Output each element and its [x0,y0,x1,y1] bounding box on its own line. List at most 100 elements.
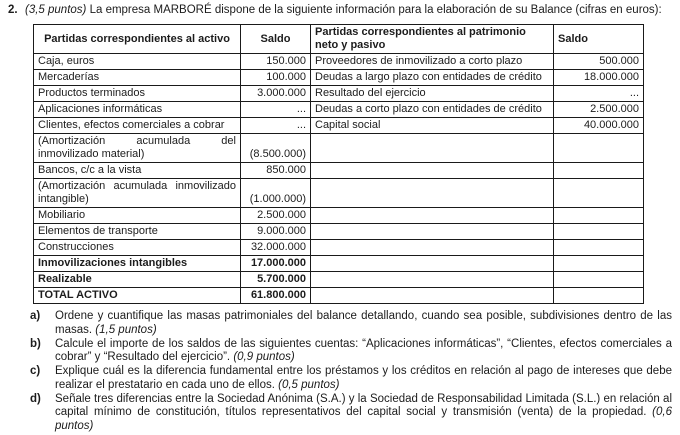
sub-question-a: a) Ordene y cuantifique las masas patrim… [0,310,672,337]
saldo-activo-cell: 9.000.000 [240,223,311,241]
sub-question-label: c) [30,365,41,378]
question-number: 2. [8,4,18,16]
table-row: Clientes, efectos comerciales a cobrar .… [33,117,644,135]
sub-question-b: b) Calcule el importe de los saldos de l… [0,338,672,365]
sub-question-c: c) Explique cuál es la diferencia fundam… [0,365,672,392]
table-row: Aplicaciones informáticas ... Deudas a c… [33,101,644,119]
table-row: Construcciones 32.000.000 [33,239,644,257]
sub-question-body: Ordene y cuantifique las masas patrimoni… [55,310,672,336]
activo-cell: Caja, euros [33,53,241,71]
table-row: (Amortización acumulada inmovilizado int… [33,178,644,209]
sub-question-points: (0,5 puntos) [278,378,340,391]
activo-cell: Construcciones [33,239,241,257]
pasivo-cell [310,162,554,180]
saldo-activo-cell: 5.700.000 [240,271,311,289]
activo-cell: (Amortización acumulada del inmovilizado… [33,133,241,164]
sub-question-body: Señale tres diferencias entre la Socieda… [55,392,672,419]
saldo-activo-cell: (8.500.000) [240,133,311,164]
saldo-pasivo-cell: 18.000.000 [553,69,644,87]
pasivo-cell: Deudas a corto plazo con entidades de cr… [310,101,554,119]
pasivo-cell [310,239,554,257]
pasivo-cell [310,207,554,225]
pasivo-cell [310,223,554,241]
question-intro: (3,5 puntos) La empresa MARBORÉ dispone … [25,4,664,17]
activo-cell: Inmovilizaciones intangibles [33,255,241,273]
sub-question-label: a) [30,310,41,323]
pasivo-cell: Deudas a largo plazo con entidades de cr… [310,69,554,87]
saldo-activo-cell: 150.000 [240,53,311,71]
activo-cell: Bancos, c/c a la vista [33,162,241,180]
table-row: Caja, euros 150.000 Proveedores de inmov… [33,53,644,71]
question-points: (3,5 puntos) [25,4,87,16]
pasivo-cell: Capital social [310,117,554,135]
saldo-activo-cell: 100.000 [240,69,311,87]
pasivo-cell [310,255,554,273]
saldo-pasivo-cell [553,287,644,305]
saldo-pasivo-cell: 500.000 [553,53,644,71]
header-activo: Partidas correspondientes al activo [33,24,241,55]
sub-question-label: b) [30,337,41,350]
saldo-activo-cell: 32.000.000 [240,239,311,257]
activo-cell: TOTAL ACTIVO [33,287,241,305]
saldo-activo-cell: ... [240,117,311,135]
saldo-pasivo-cell [553,178,644,209]
saldo-pasivo-cell: 2.500.000 [553,101,644,119]
saldo-activo-cell: ... [240,101,311,119]
saldo-pasivo-cell [553,223,644,241]
activo-cell: Realizable [33,271,241,289]
saldo-pasivo-cell [553,133,644,164]
sub-questions: a) Ordene y cuantifique las masas patrim… [0,310,680,433]
table-row-total: TOTAL ACTIVO 61.800.000 [33,287,644,305]
activo-cell: (Amortización acumulada inmovilizado int… [33,178,241,209]
table-row: Bancos, c/c a la vista 850.000 [33,162,644,180]
activo-cell: Aplicaciones informáticas [33,101,241,119]
saldo-activo-cell: 2.500.000 [240,207,311,225]
sub-question-body: Explique cuál es la diferencia fundament… [55,365,672,391]
sub-question-points: (0,6 puntos) [55,406,672,432]
saldo-activo-cell: 3.000.000 [240,85,311,103]
saldo-activo-cell: (1.000.000) [240,178,311,209]
activo-cell: Mobiliario [33,207,241,225]
table-header-row: Partidas correspondientes al activo Sald… [33,24,644,55]
balance-table: Partidas correspondientes al activo Sald… [33,24,644,305]
saldo-pasivo-cell [553,239,644,257]
question-intro-text: La empresa MARBORÉ dispone de la siguien… [89,4,662,16]
activo-cell: Mercaderías [33,69,241,87]
saldo-activo-cell: 17.000.000 [240,255,311,273]
table-row: (Amortización acumulada del inmovilizado… [33,133,644,164]
saldo-pasivo-cell: ... [553,85,644,103]
sub-question-text: Calcule el importe de los saldos de las … [55,338,672,365]
table-row: Elementos de transporte 9.000.000 [33,223,644,241]
activo-cell: Elementos de transporte [33,223,241,241]
sub-question-label: d) [30,392,41,405]
table-row: Inmovilizaciones intangibles 17.000.000 [33,255,644,273]
table-row: Productos terminados 3.000.000 Resultado… [33,85,644,103]
table-row: Mercaderías 100.000 Deudas a largo plazo… [33,69,644,87]
sub-question-points: (0,9 puntos) [233,351,295,364]
saldo-pasivo-cell [553,255,644,273]
pasivo-cell [310,133,554,164]
saldo-pasivo-cell [553,162,644,180]
table-row: Realizable 5.700.000 [33,271,644,289]
header-pasivo: Partidas correspondientes al patrimonio … [310,24,554,55]
pasivo-cell [310,178,554,209]
sub-question-d: d) Señale tres diferencias entre la Soci… [0,393,672,433]
saldo-pasivo-cell [553,207,644,225]
sub-question-text: Señale tres diferencias entre la Socieda… [55,393,672,433]
sub-question-text: Explique cuál es la diferencia fundament… [55,365,672,392]
activo-cell: Productos terminados [33,85,241,103]
pasivo-cell [310,287,554,305]
sub-question-body: Calcule el importe de los saldos de las … [55,337,672,364]
saldo-activo-cell: 850.000 [240,162,311,180]
saldo-pasivo-cell [553,271,644,289]
activo-cell: Clientes, efectos comerciales a cobrar [33,117,241,135]
header-saldo-pasivo: Saldo [553,24,644,55]
saldo-activo-cell: 61.800.000 [240,287,311,305]
pasivo-cell: Proveedores de inmovilizado a corto plaz… [310,53,554,71]
header-saldo-activo: Saldo [240,24,311,55]
table-row: Mobiliario 2.500.000 [33,207,644,225]
question-header: 2. (3,5 puntos) La empresa MARBORÉ dispo… [0,4,664,17]
saldo-pasivo-cell: 40.000.000 [553,117,644,135]
sub-question-points: (1,5 puntos) [95,323,157,336]
